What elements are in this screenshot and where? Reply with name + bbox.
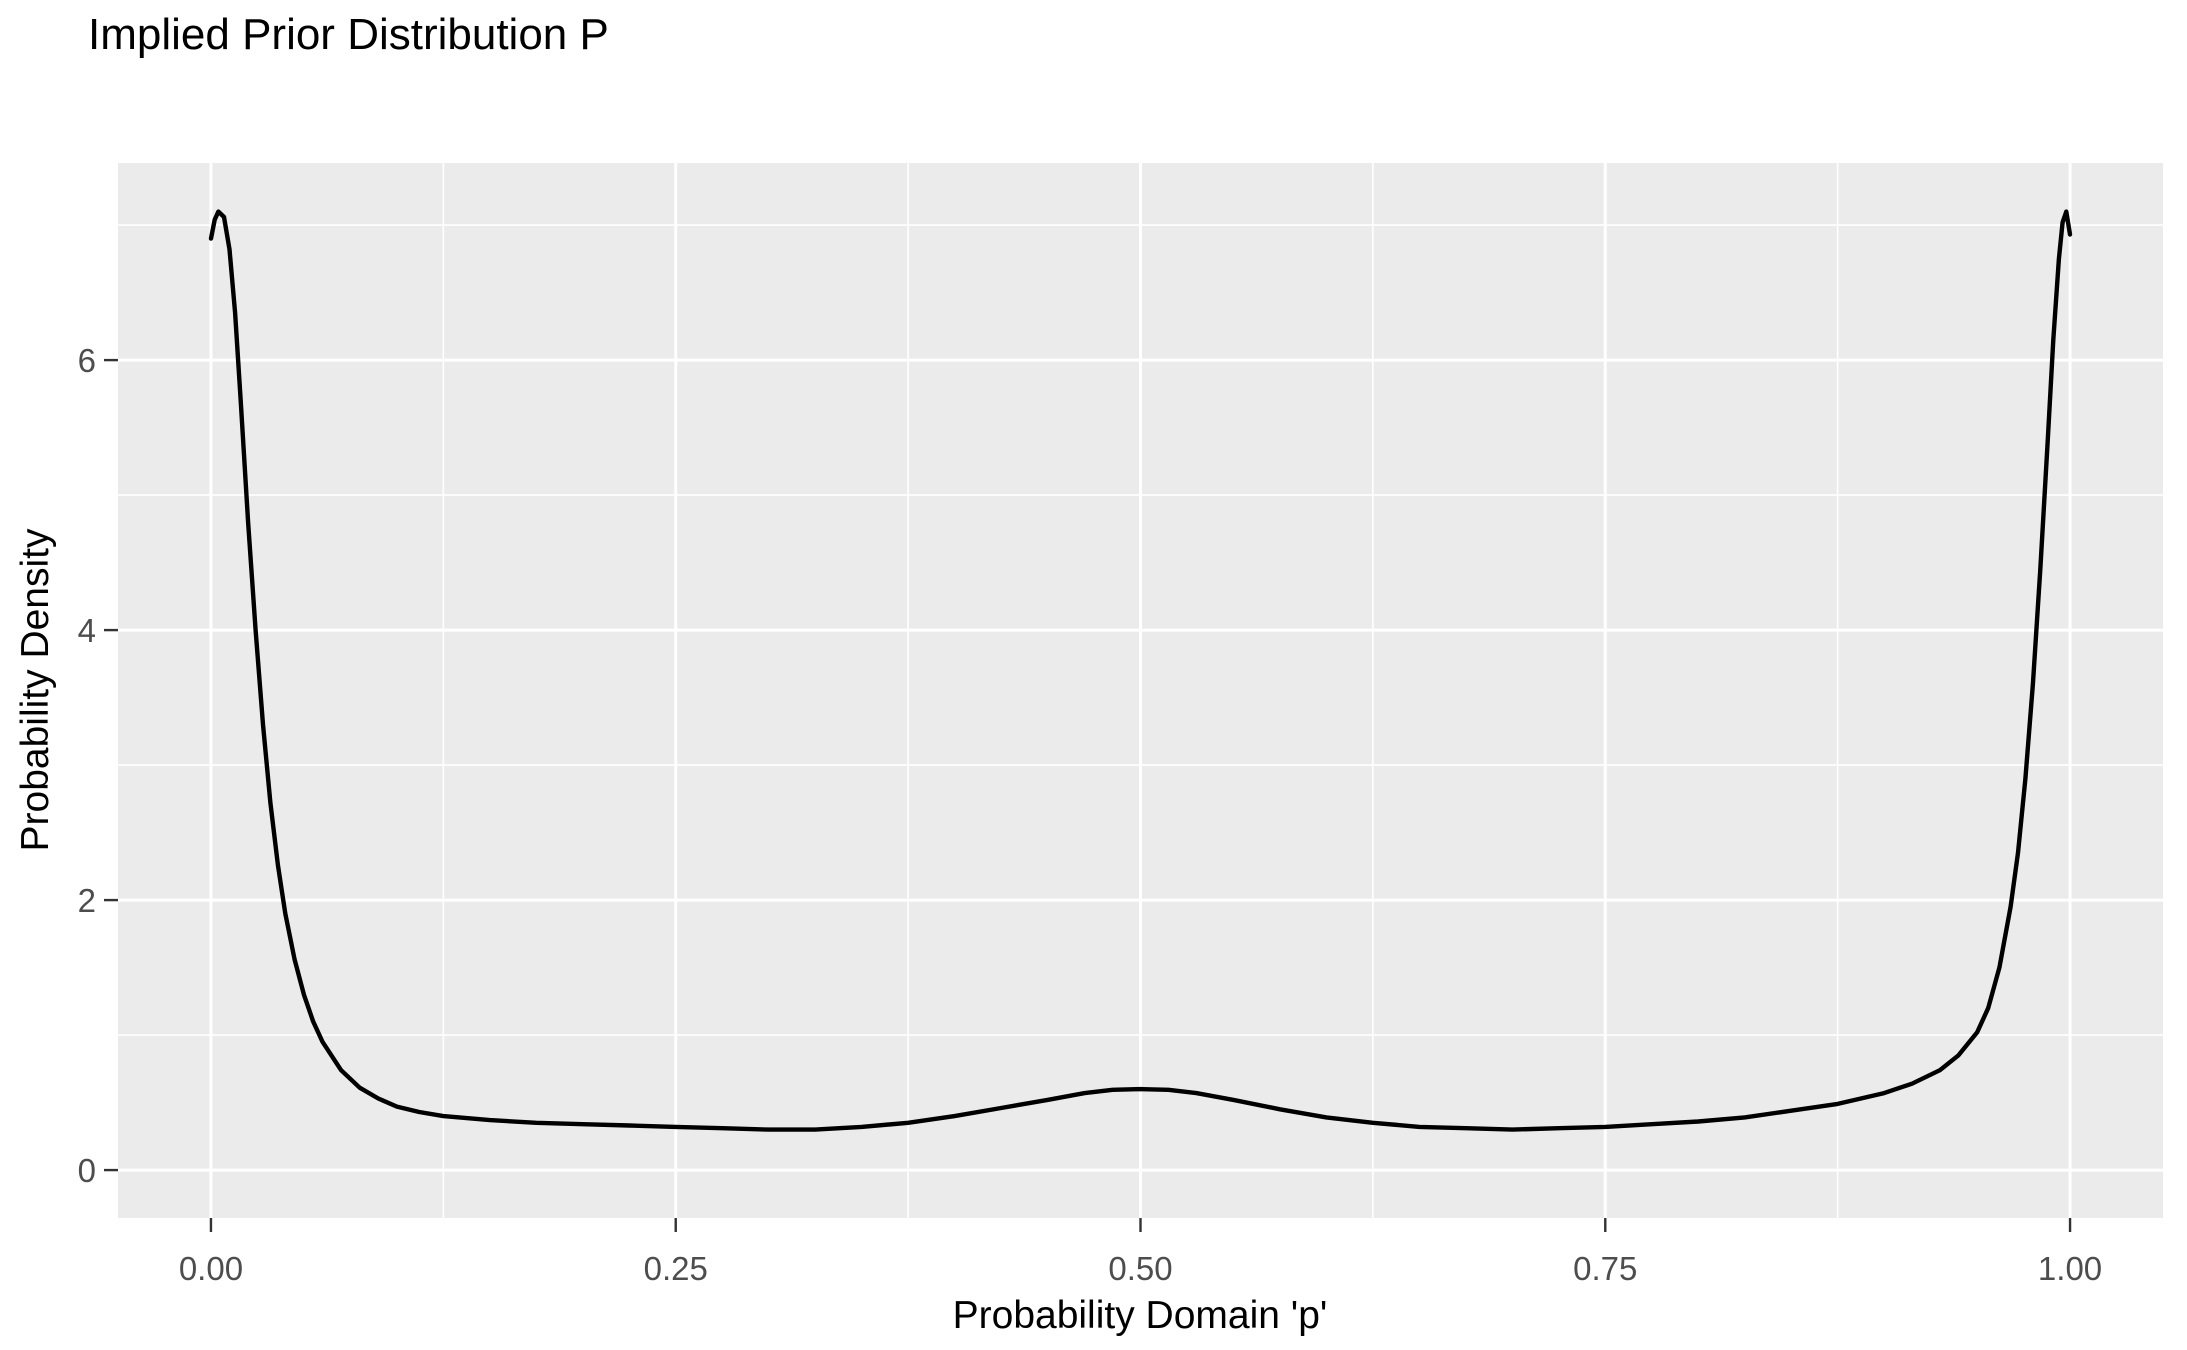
density-curve bbox=[208, 209, 2073, 1132]
x-tick-label: 1.00 bbox=[2038, 1250, 2102, 1287]
y-tick-label: 4 bbox=[78, 612, 96, 649]
chart-title: Implied Prior Distribution P bbox=[88, 10, 609, 59]
y-tick-label: 0 bbox=[78, 1152, 96, 1189]
y-axis-title: Probability Density bbox=[14, 528, 57, 852]
x-tick-label: 0.25 bbox=[644, 1250, 708, 1287]
x-tick-label: 0.75 bbox=[1573, 1250, 1637, 1287]
x-tick-label: 0.50 bbox=[1108, 1250, 1172, 1287]
y-tick-label: 2 bbox=[78, 882, 96, 919]
x-axis-title: Probability Domain 'p' bbox=[952, 1294, 1328, 1337]
y-tick-label: 6 bbox=[78, 342, 96, 379]
x-tick-label: 0.00 bbox=[179, 1250, 243, 1287]
